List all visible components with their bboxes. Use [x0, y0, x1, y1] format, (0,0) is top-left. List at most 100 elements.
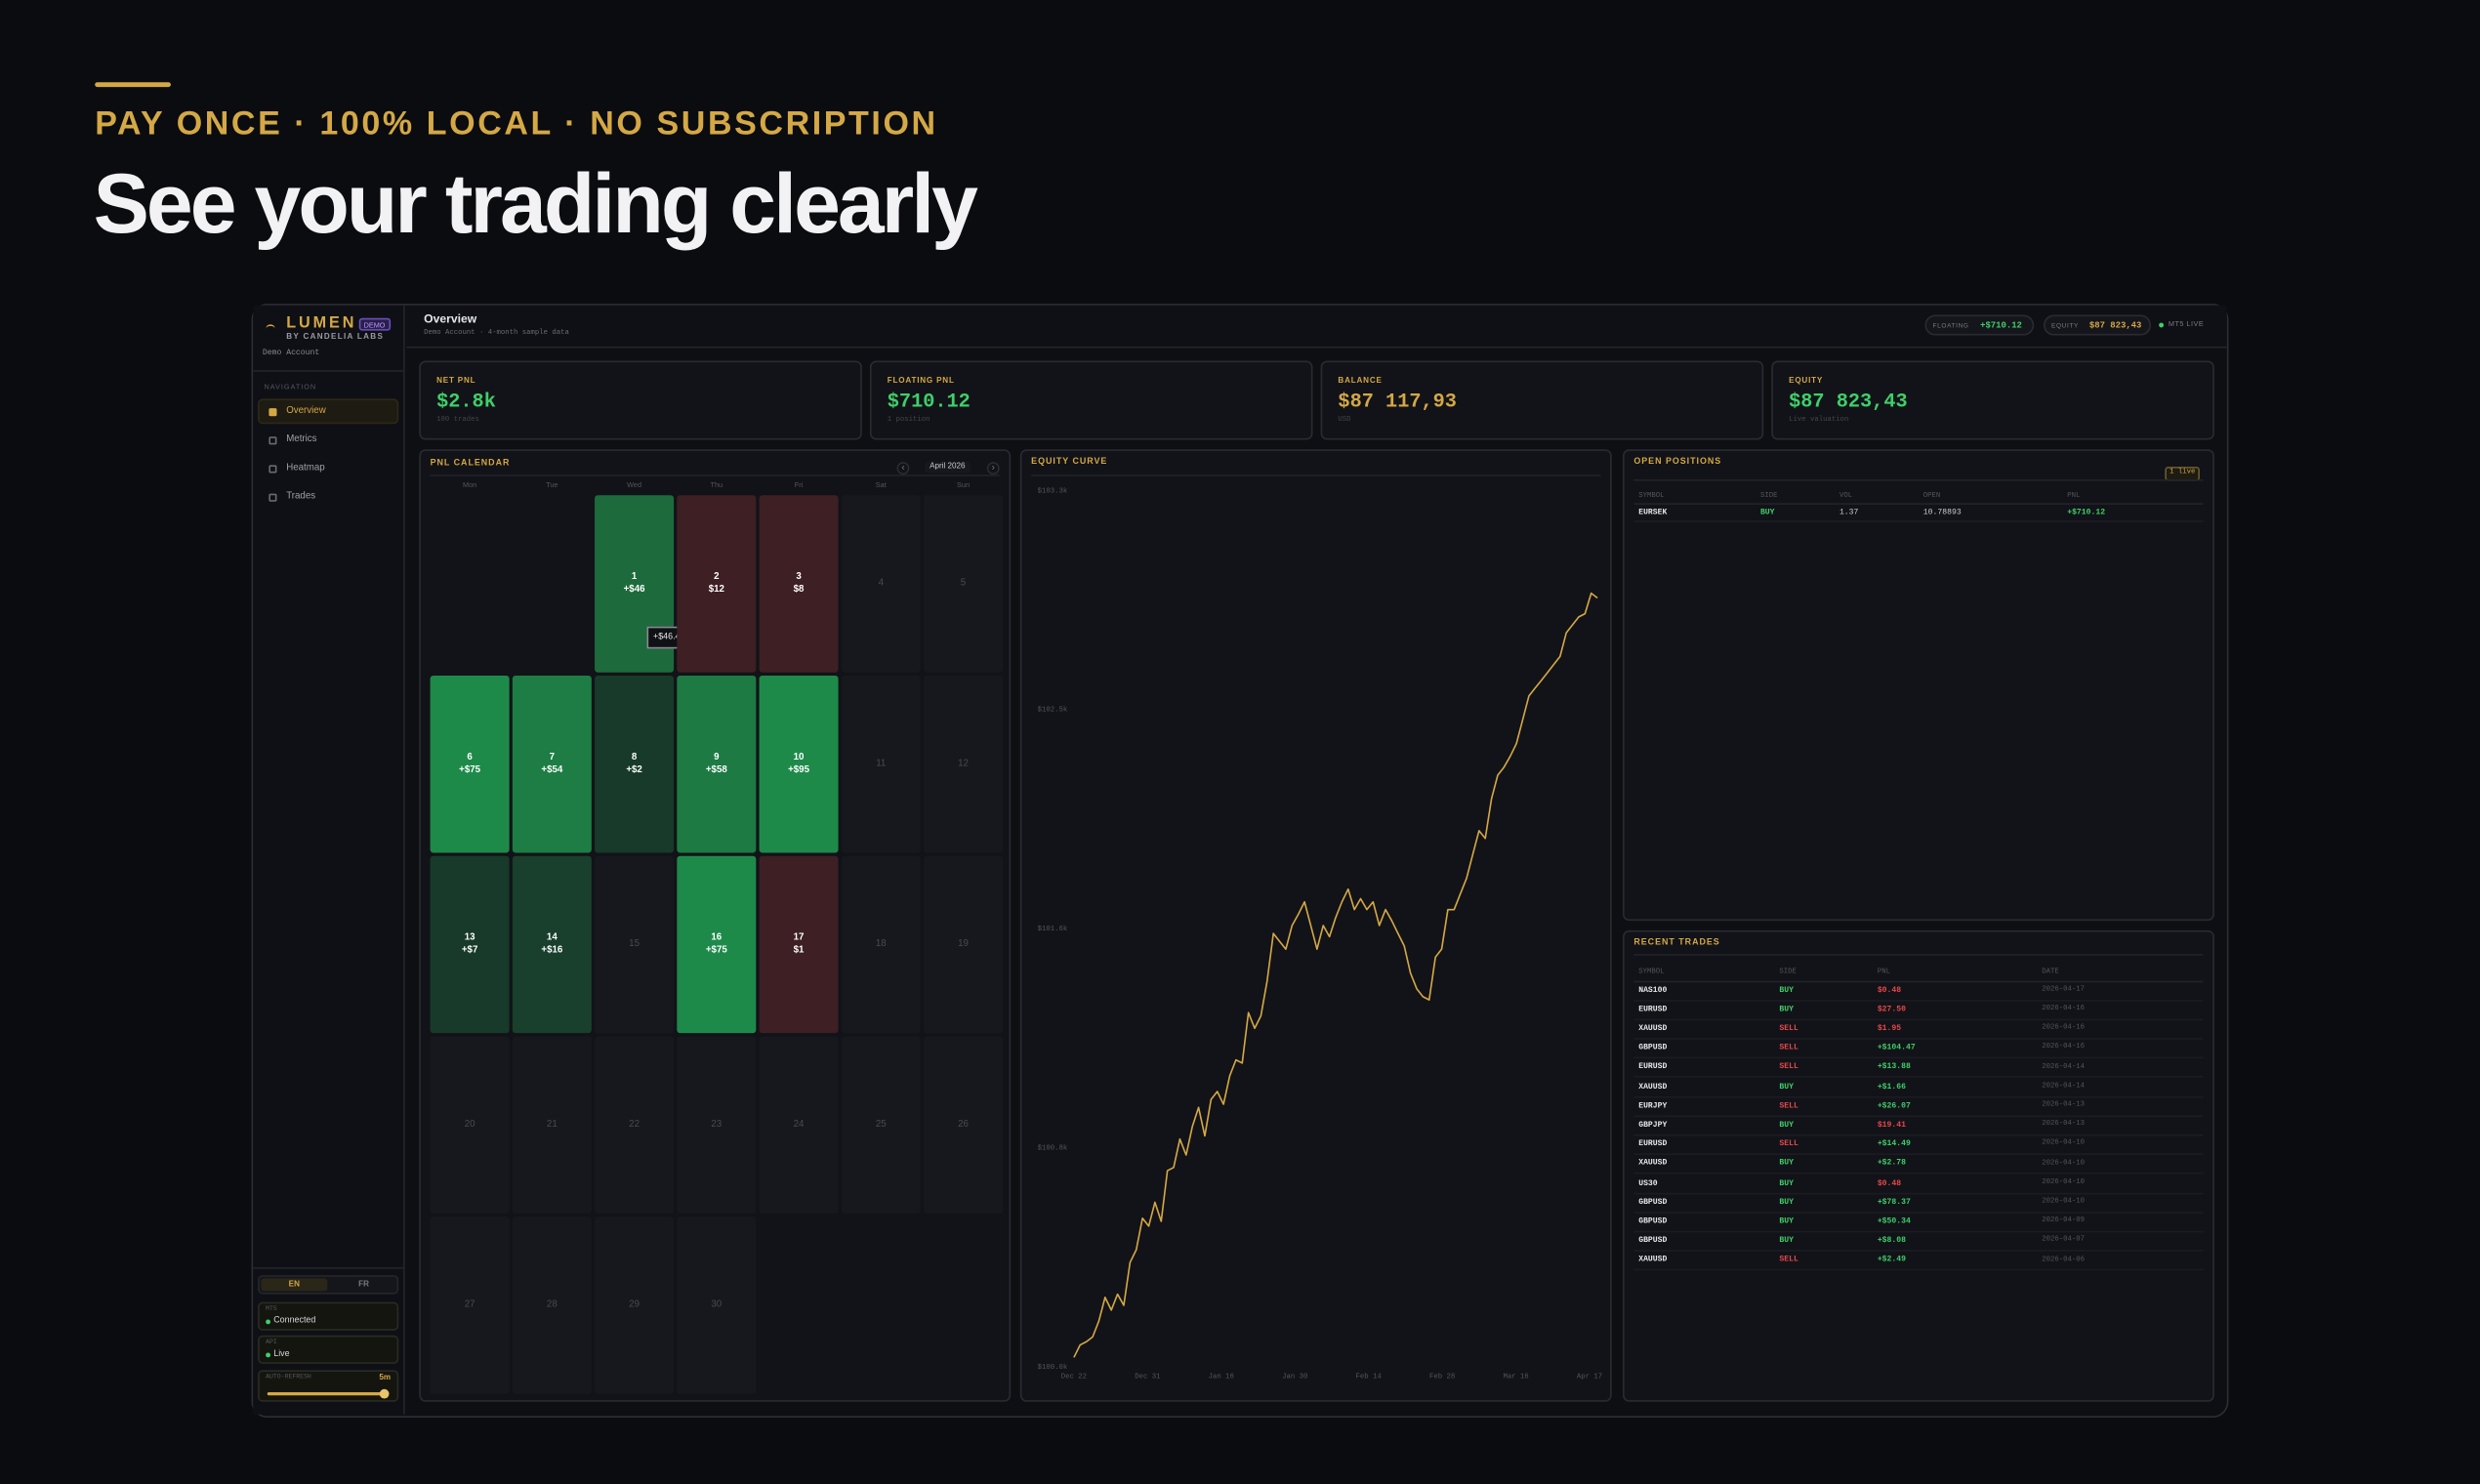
trade-side: BUY	[1779, 1004, 1794, 1014]
trade-pnl: $0.48	[1877, 1177, 1902, 1188]
calendar-day[interactable]	[595, 675, 675, 853]
calendar-day[interactable]	[512, 1036, 592, 1214]
trade-date: 2026-04-17	[2042, 985, 2086, 994]
month-label: April 2026	[925, 462, 971, 474]
status-box	[258, 1335, 399, 1364]
calendar-day[interactable]	[841, 495, 921, 673]
trade-date: 2026-04-09	[2042, 1216, 2086, 1225]
trade-side: SELL	[1779, 1061, 1798, 1072]
nav-item[interactable]: Heatmap	[286, 463, 325, 474]
day-number: 26	[958, 1120, 969, 1131]
kpi-note: Live valuation	[1789, 415, 1849, 424]
calendar-day[interactable]	[512, 1216, 592, 1394]
day-number: 7	[549, 753, 556, 763]
calendar-day[interactable]	[924, 1036, 1004, 1214]
nav-item[interactable]: Overview	[286, 406, 326, 417]
calendar-day[interactable]	[841, 1036, 921, 1214]
refresh-box	[258, 1370, 399, 1402]
calendar-day[interactable]	[430, 855, 510, 1034]
calendar-day[interactable]	[677, 495, 757, 673]
calendar-day[interactable]	[677, 675, 757, 853]
kpi-value: $2.8k	[436, 390, 496, 413]
status-label: MT5	[266, 1306, 277, 1314]
calendar-day[interactable]	[759, 1036, 839, 1214]
trade-date: 2026-04-13	[2042, 1100, 2086, 1109]
weekday-label: Fri	[794, 481, 804, 490]
nav-active-bg	[258, 398, 399, 425]
trade-date: 2026-04-07	[2042, 1236, 2086, 1245]
trade-side: SELL	[1779, 1255, 1798, 1265]
lang-option[interactable]: FR	[358, 1279, 369, 1289]
day-number: 15	[629, 939, 640, 950]
day-pnl: +$2	[626, 765, 642, 776]
day-number: 12	[958, 759, 969, 769]
calendar-day[interactable]	[430, 675, 510, 853]
calendar-day[interactable]	[759, 495, 839, 673]
refresh-value: 5m	[379, 1372, 392, 1382]
calendar-day[interactable]	[924, 495, 1004, 673]
panel-divider	[1633, 954, 2204, 956]
equity-pill	[2043, 314, 2152, 336]
row-divider	[1633, 1269, 2204, 1271]
floating-value: +$710.12	[1980, 318, 2022, 331]
month-next[interactable]: ›	[986, 461, 1000, 474]
day-pnl: +$54	[541, 765, 563, 776]
row-divider	[1633, 1095, 2204, 1097]
day-number: 3	[796, 572, 802, 583]
day-pnl: +$75	[459, 765, 481, 776]
byline: BY CANDELIA LABS	[286, 331, 385, 342]
positions-panel	[1623, 449, 2214, 922]
calendar-day[interactable]	[430, 1036, 510, 1214]
weekday-label: Mon	[463, 481, 477, 490]
trade-date: 2026-04-14	[2042, 1062, 2086, 1071]
trade-symbol: GBPUSD	[1638, 1216, 1668, 1226]
accent-bar	[95, 82, 171, 88]
calendar-day[interactable]	[924, 855, 1004, 1034]
calendar-day[interactable]	[841, 675, 921, 853]
day-pnl: +$58	[705, 765, 727, 776]
refresh-slider[interactable]	[267, 1392, 387, 1396]
calendar-day[interactable]	[512, 675, 592, 853]
day-pnl: $1	[793, 946, 805, 956]
nav-item[interactable]: Trades	[286, 491, 316, 502]
calendar-day[interactable]	[677, 1036, 757, 1214]
trade-pnl: $0.48	[1877, 984, 1902, 995]
status-label: API	[266, 1340, 277, 1347]
trade-pnl: +$26.07	[1877, 1100, 1911, 1111]
trade-date: 2026-04-16	[2042, 1023, 2086, 1032]
calendar-day[interactable]	[595, 1216, 675, 1394]
trade-symbol: GBPUSD	[1638, 1235, 1668, 1246]
status-dot	[266, 1352, 271, 1358]
calendar-day[interactable]	[677, 855, 757, 1034]
day-number: 2	[714, 572, 720, 583]
nav-item[interactable]: Metrics	[286, 434, 317, 445]
refresh-knob[interactable]	[379, 1388, 390, 1399]
status-dot	[266, 1319, 271, 1325]
status-value: Live	[273, 1348, 290, 1359]
calendar-day[interactable]	[924, 675, 1004, 853]
day-number: 16	[711, 933, 723, 943]
trade-symbol: US30	[1638, 1177, 1658, 1188]
sidebar	[253, 305, 405, 1415]
weekday-label: Sat	[875, 481, 887, 490]
position-cell: +$710.12	[2067, 507, 2106, 517]
refresh-label: AUTO-REFRESH	[266, 1375, 311, 1381]
calendar-day[interactable]	[759, 855, 839, 1034]
trade-symbol: XAUUSD	[1638, 1158, 1668, 1169]
calendar-day[interactable]	[841, 855, 921, 1034]
lang-option[interactable]: EN	[288, 1279, 300, 1289]
calendar-day[interactable]	[595, 855, 675, 1034]
equity-label: EQUITY	[2051, 320, 2080, 329]
month-prev[interactable]: ‹	[896, 461, 910, 474]
calendar-day[interactable]	[759, 675, 839, 853]
day-number: 11	[876, 759, 887, 769]
trade-side: SELL	[1779, 1043, 1798, 1052]
calendar-day[interactable]	[677, 1216, 757, 1394]
calendar-day[interactable]	[595, 1036, 675, 1214]
day-number: 17	[793, 933, 805, 943]
calendar-day[interactable]	[512, 855, 592, 1034]
trade-side: BUY	[1779, 1120, 1794, 1130]
calendar-day[interactable]	[430, 1216, 510, 1394]
day-pnl: $8	[793, 585, 805, 596]
